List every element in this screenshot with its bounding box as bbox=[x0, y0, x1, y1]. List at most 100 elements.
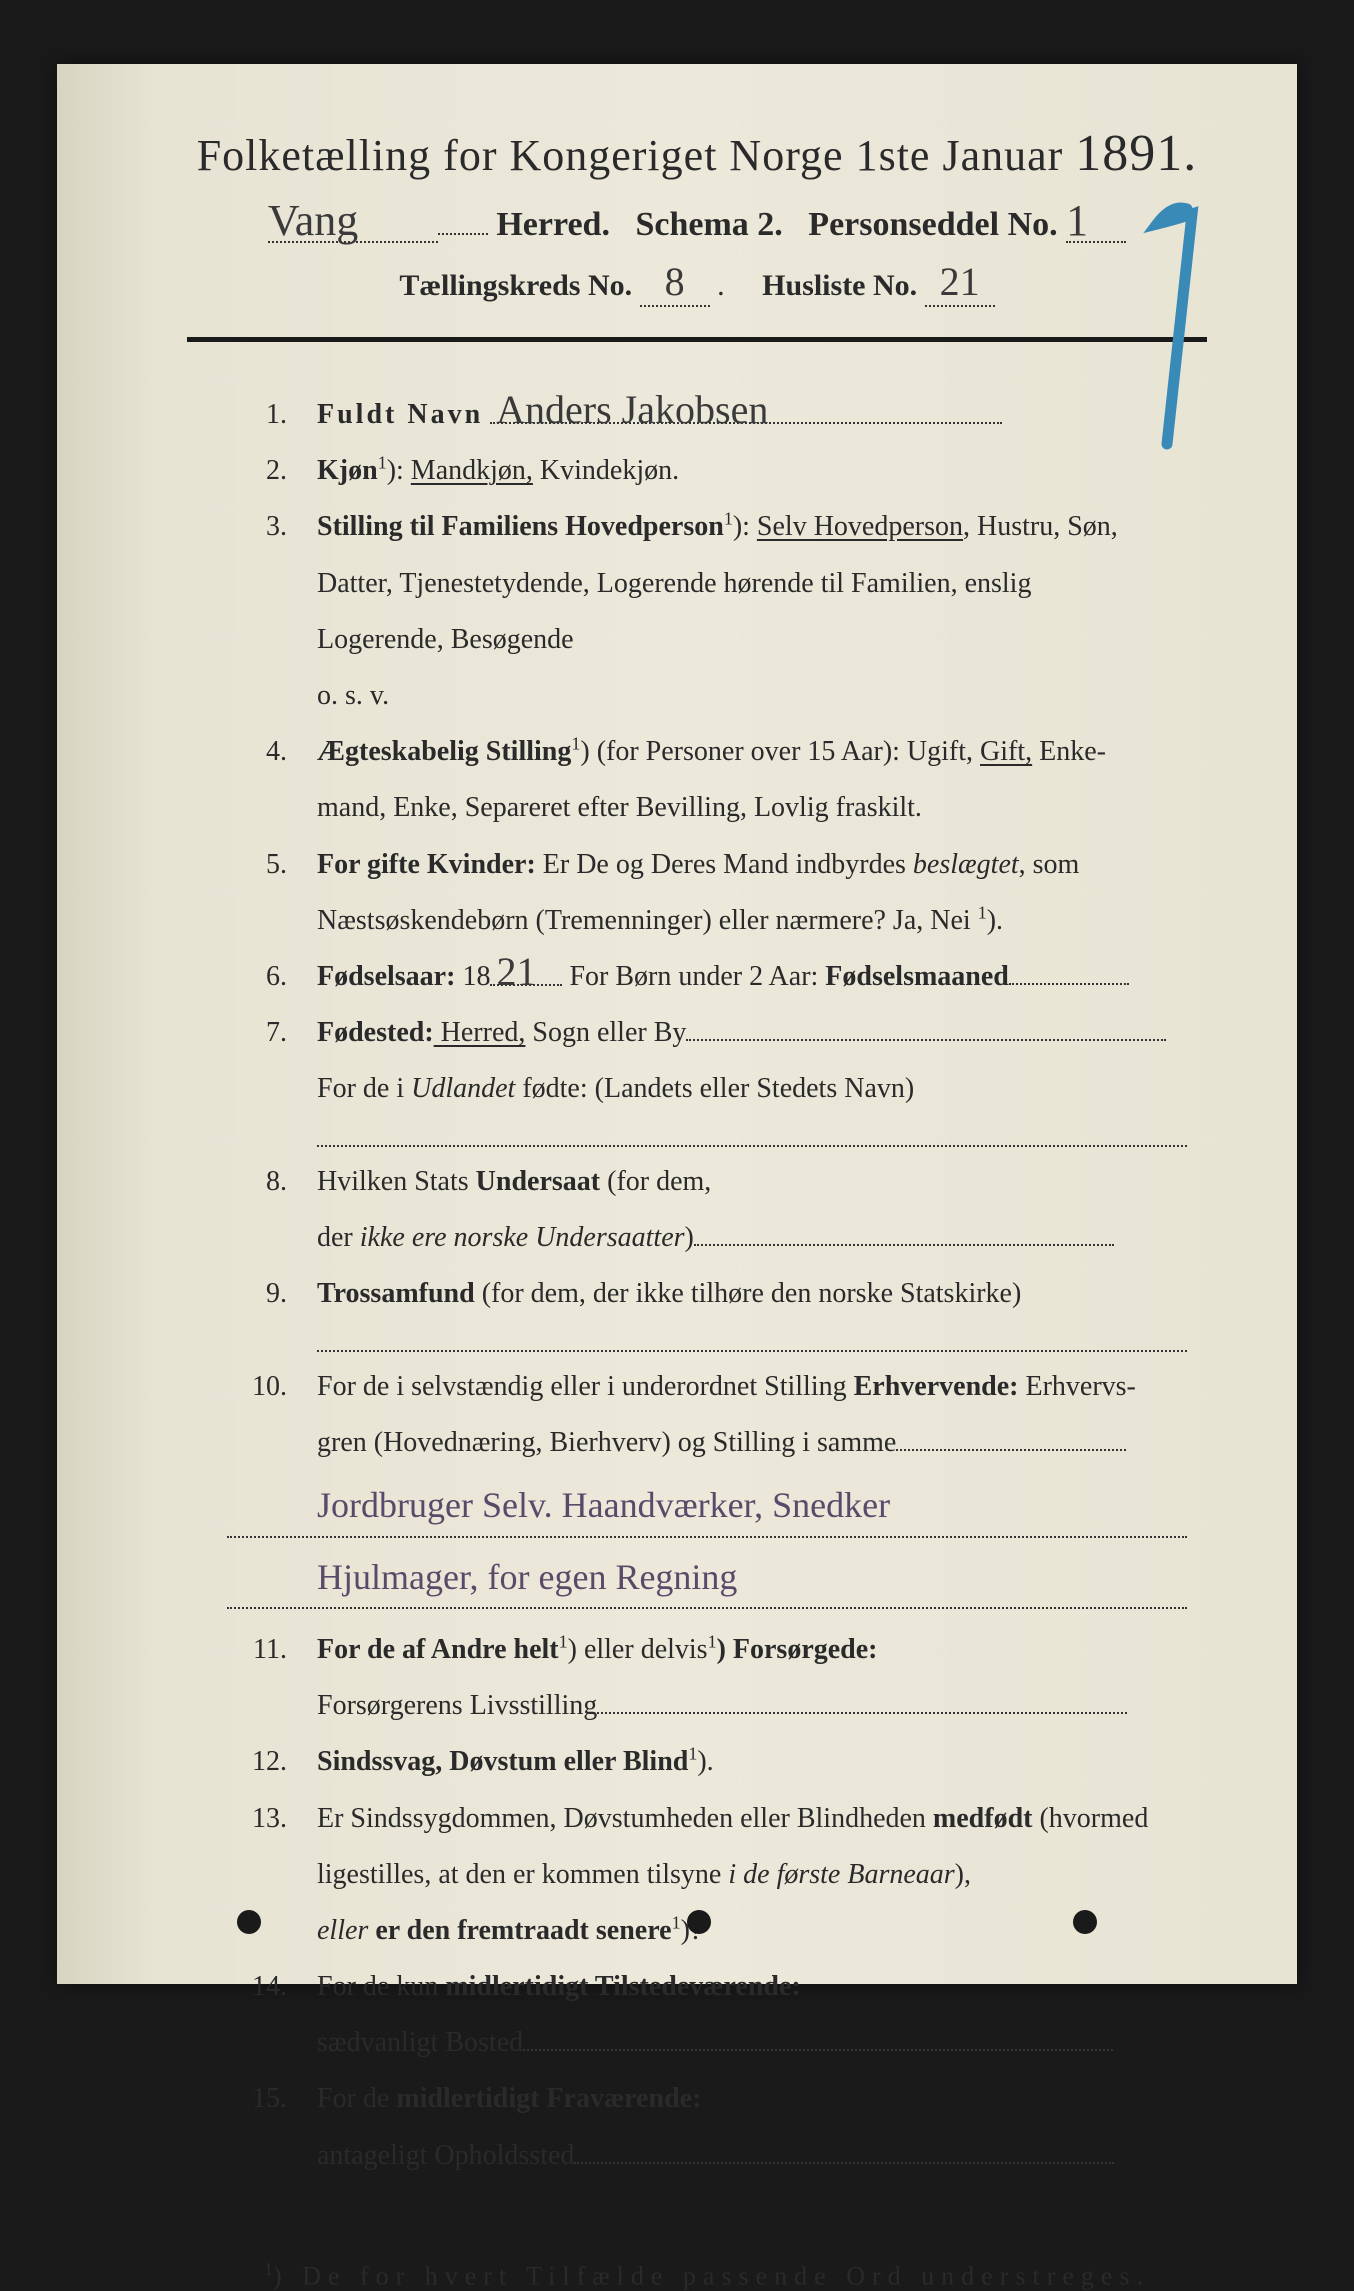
q5-label: For gifte Kvinder: bbox=[317, 849, 536, 880]
question-14: 14. For de kun midlertidigt Tilstedevære… bbox=[227, 1964, 1187, 2010]
question-1: 1. Fuldt Navn Anders Jakobsen bbox=[227, 392, 1187, 438]
q12-content: Sindssvag, Døvstum eller Blind1). bbox=[317, 1739, 1187, 1785]
q1-content: Fuldt Navn Anders Jakobsen bbox=[317, 392, 1187, 438]
q11-content: For de af Andre helt1) eller delvis1) Fo… bbox=[317, 1627, 1187, 1673]
q9-text: (for dem, der ikke tilhøre den norske St… bbox=[475, 1278, 1022, 1309]
question-13: 13. Er Sindssygdommen, Døvstumheden elle… bbox=[227, 1796, 1187, 1842]
q11-label2: ) Forsørgede: bbox=[717, 1634, 878, 1665]
q3-num: 3. bbox=[227, 504, 317, 550]
q5-italic: beslægtet bbox=[913, 849, 1019, 880]
q13-t2: (hvormed bbox=[1032, 1803, 1148, 1834]
q14-content: For de kun midlertidigt Tilstedeværende: bbox=[317, 1964, 1187, 2010]
q8-l2b: ) bbox=[685, 1222, 694, 1253]
q8-line2: der ikke ere norske Undersaatter) bbox=[227, 1215, 1187, 1261]
q15-t1: For de bbox=[317, 2083, 396, 2114]
q13-sup: 1 bbox=[672, 1913, 681, 1933]
q9-label: Trossamfund bbox=[317, 1278, 475, 1309]
question-7: 7. Fødested: Herred, Sogn eller By bbox=[227, 1010, 1187, 1056]
q13-content: Er Sindssygdommen, Døvstumheden eller Bl… bbox=[317, 1796, 1187, 1842]
schema-label: Schema 2. bbox=[635, 206, 782, 243]
q8-l2a: der bbox=[317, 1222, 360, 1253]
q10-num: 10. bbox=[227, 1364, 317, 1410]
q2-content: Kjøn1): Mandkjøn, Kvindekjøn. bbox=[317, 448, 1187, 494]
q15-content: For de midlertidigt Fraværende: bbox=[317, 2076, 1187, 2122]
q6-label: Fødselsaar: bbox=[317, 961, 455, 992]
herred-label: Herred. bbox=[496, 206, 610, 243]
q14-l2: sædvanligt Bosted bbox=[317, 2027, 523, 2058]
q8-content: Hvilken Stats Undersaat (for dem, bbox=[317, 1159, 1187, 1205]
question-2: 2. Kjøn1): Mandkjøn, Kvindekjøn. bbox=[227, 448, 1187, 494]
question-9: 9. Trossamfund (for dem, der ikke tilhør… bbox=[227, 1271, 1187, 1317]
q15-label: midlertidigt Fraværende: bbox=[396, 2083, 701, 2114]
q15-num: 15. bbox=[227, 2076, 317, 2122]
q7-content: Fødested: Herred, Sogn eller By bbox=[317, 1010, 1187, 1056]
dotline bbox=[317, 1122, 1187, 1146]
q5-sup: 1 bbox=[978, 902, 987, 922]
q8-label: Undersaat bbox=[476, 1166, 600, 1197]
q12-num: 12. bbox=[227, 1739, 317, 1785]
q6-value: 21 bbox=[490, 960, 562, 986]
q2-opt2: Kvindekjøn. bbox=[533, 455, 679, 486]
q10-hand1: Jordbruger Selv. Haandværker, Snedker bbox=[227, 1476, 1187, 1537]
q3-rest: , Hustru, Søn, bbox=[963, 511, 1118, 542]
q10-hand2: Hjulmager, for egen Regning bbox=[227, 1548, 1187, 1609]
census-form-page: Folketælling for Kongeriget Norge 1ste J… bbox=[57, 64, 1297, 1984]
q3-line2: Datter, Tjenestetydende, Logerende høren… bbox=[227, 561, 1187, 607]
q2-num: 2. bbox=[227, 448, 317, 494]
q10-content: For de i selvstændig eller i underordnet… bbox=[317, 1364, 1187, 1410]
dotfill bbox=[896, 1449, 1126, 1451]
q10-t1: For de i selvstændig eller i underordnet… bbox=[317, 1371, 854, 1402]
q6-content: Fødselsaar: 1821 For Børn under 2 Aar: F… bbox=[317, 954, 1187, 1000]
q3-label: Stilling til Familiens Hovedperson bbox=[317, 511, 724, 542]
q14-label: midlertidigt Tilstedeværende: bbox=[445, 1971, 800, 2002]
q15-line2: antageligt Opholdssted bbox=[227, 2133, 1187, 2179]
question-4: 4. Ægteskabelig Stilling1) (for Personer… bbox=[227, 729, 1187, 775]
dotfill bbox=[574, 2162, 1114, 2164]
punch-hole-icon bbox=[1073, 1910, 1097, 1934]
q5-num: 5. bbox=[227, 842, 317, 888]
q3-selected: Selv Hovedperson bbox=[757, 511, 963, 542]
question-11: 11. For de af Andre helt1) eller delvis1… bbox=[227, 1627, 1187, 1673]
q1-label: Fuldt Navn bbox=[317, 399, 483, 430]
q11-line2: Forsørgerens Livsstilling bbox=[227, 1683, 1187, 1729]
q5-t1: Er De og Deres Mand indbyrdes bbox=[536, 849, 913, 880]
q11-label: For de af Andre helt bbox=[317, 1634, 559, 1665]
personseddel-value: 1 bbox=[1066, 201, 1126, 243]
q12-label: Sindssvag, Døvstum eller Blind bbox=[317, 1746, 688, 1777]
q5-content: For gifte Kvinder: Er De og Deres Mand i… bbox=[317, 842, 1187, 888]
punch-hole-icon bbox=[237, 1910, 261, 1934]
title-year: 1891. bbox=[1075, 125, 1197, 182]
q5-line2b: ). bbox=[987, 905, 1003, 936]
q13-line2: ligestilles, at den er kommen tilsyne i … bbox=[227, 1852, 1187, 1898]
title-main: Folketælling for Kongeriget Norge 1ste J… bbox=[197, 131, 1064, 180]
q7-label: Fødested: bbox=[317, 1017, 434, 1048]
question-8: 8. Hvilken Stats Undersaat (for dem, bbox=[227, 1159, 1187, 1205]
q6-prefix: 18 bbox=[455, 961, 490, 992]
dotline bbox=[317, 1327, 1187, 1351]
personseddel-label: Personseddel No. bbox=[808, 206, 1057, 243]
question-15: 15. For de midlertidigt Fraværende: bbox=[227, 2076, 1187, 2122]
q1-value: Anders Jakobsen bbox=[490, 398, 1002, 424]
q4-label: Ægteskabelig Stilling bbox=[317, 736, 571, 767]
q13-l2a: ligestilles, at den er kommen tilsyne bbox=[317, 1859, 728, 1890]
footnote-text: ) De for hvert Tilfælde passende Ord und… bbox=[273, 2261, 1150, 2290]
q6-label2: Fødselsmaaned bbox=[825, 961, 1009, 992]
q4-content: Ægteskabelig Stilling1) (for Personer ov… bbox=[317, 729, 1187, 775]
q12-sup: 1 bbox=[688, 1744, 697, 1764]
q7-l2b: fødte: (Landets eller Stedets Navn) bbox=[515, 1073, 914, 1104]
header-line-2: Vang Herred. Schema 2. Personseddel No. … bbox=[187, 201, 1207, 244]
q7-l2a: For de i bbox=[317, 1073, 411, 1104]
question-12: 12. Sindssvag, Døvstum eller Blind1). bbox=[227, 1739, 1187, 1785]
q2-text: ): bbox=[387, 455, 411, 486]
q13-italic: i de første Barneaar bbox=[728, 1859, 954, 1890]
q8-num: 8. bbox=[227, 1159, 317, 1205]
question-10: 10. For de i selvstændig eller i underor… bbox=[227, 1364, 1187, 1410]
dotfill bbox=[1009, 983, 1129, 985]
footnote-sup: 1 bbox=[264, 2259, 273, 2279]
q2-sup: 1 bbox=[378, 453, 387, 473]
q11-sup2: 1 bbox=[708, 1632, 717, 1652]
q5-line2a: Næstsøskendebørn (Tremenninger) eller næ… bbox=[317, 905, 978, 936]
q7-italic: Udlandet bbox=[411, 1073, 515, 1104]
q8-t2: (for dem, bbox=[600, 1166, 711, 1197]
q4-sel: Gift, bbox=[980, 736, 1032, 767]
